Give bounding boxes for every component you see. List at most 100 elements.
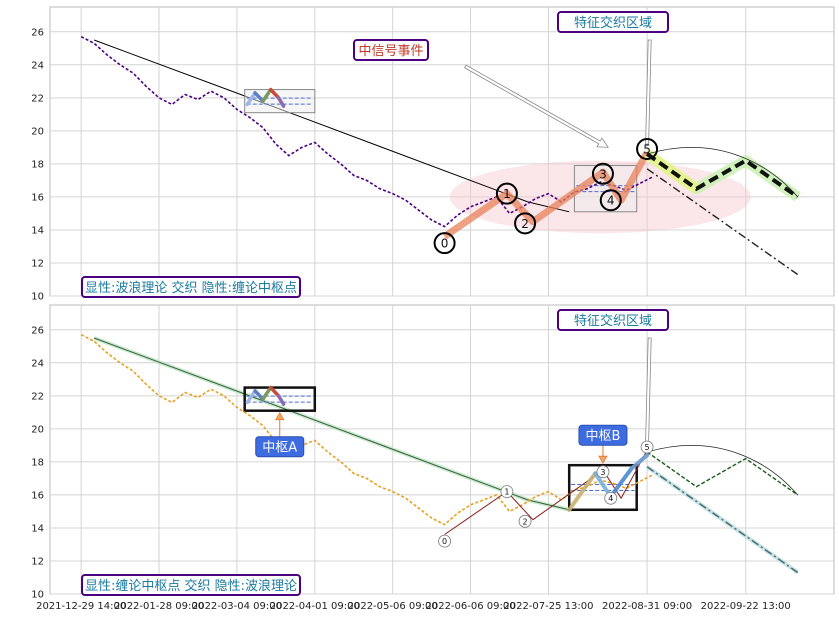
- y-tick-label: 12: [31, 556, 44, 567]
- pivot-swing-segment: [253, 389, 265, 401]
- y-tick-label: 26: [31, 27, 44, 38]
- y-tick-label: 10: [31, 292, 44, 303]
- plot-area: [49, 304, 835, 595]
- pivot-swing-segment: [276, 394, 286, 406]
- feature-region-label-frame: [557, 11, 669, 33]
- y-tick-label: 20: [31, 424, 44, 435]
- y-tick-label: 16: [31, 192, 44, 203]
- pivot-callout-label: 中枢B: [585, 429, 620, 444]
- projection-arc: [646, 445, 798, 496]
- panel-description-label: 显性:缠论中枢点 交织 隐性:波浪理论: [85, 578, 297, 594]
- up-arrow: [645, 39, 652, 145]
- y-tick-label: 18: [31, 457, 44, 468]
- wave-label-text: 3: [600, 468, 605, 477]
- wave-label-circle: [596, 465, 610, 479]
- y-tick-label: 24: [31, 358, 44, 369]
- x-tick-label: 2022-01-28 09:00: [114, 601, 204, 612]
- x-tick-label: 2022-09-22 13:00: [701, 601, 791, 612]
- wave-label-text: 1: [504, 488, 509, 497]
- wave-label-text: 2: [521, 217, 529, 231]
- pivot-swing-segment: [245, 389, 257, 405]
- callout-arrow-head: [598, 455, 608, 464]
- pivot-swing-segment: [261, 87, 273, 103]
- y-tick-label: 10: [31, 590, 44, 601]
- wave-label-text: 3: [599, 167, 607, 181]
- pivot-callout-box: [255, 436, 305, 458]
- x-tick-label: 2021-12-29 14:00: [36, 601, 126, 612]
- y-tick-label: 16: [31, 490, 44, 501]
- wave-label-text: 0: [442, 537, 447, 546]
- pivot-swing-segment: [567, 471, 598, 512]
- x-tick-label: 2022-04-01 09:00: [270, 601, 360, 612]
- panel-description-label-frame: [81, 574, 301, 596]
- wave-label-circle: [438, 534, 451, 548]
- pivot-callout-box: [578, 424, 628, 446]
- wave-label-circle: [514, 212, 537, 235]
- price-line: [80, 333, 653, 526]
- wave-label-circle: [604, 491, 618, 505]
- projection-arc: [646, 147, 798, 198]
- pivot-box: [243, 386, 317, 412]
- pivot-swing-segment: [261, 385, 273, 401]
- x-tick-label: 2022-05-06 09:00: [348, 601, 438, 612]
- price-line: [80, 35, 653, 228]
- pivot-swing-segment: [268, 385, 281, 398]
- wave-label-circle: [518, 514, 532, 528]
- pivot-swing-segment: [276, 96, 286, 108]
- y-tick-label: 14: [31, 225, 44, 236]
- wave-label-circle: [636, 138, 659, 161]
- forecast-line: [646, 451, 799, 496]
- x-tick-label: 2022-03-04 09:00: [192, 601, 282, 612]
- feature-region-label-frame: [557, 309, 669, 331]
- pivot-box: [567, 463, 638, 512]
- wave-label-text: 1: [503, 187, 511, 201]
- signal-arrow: [464, 64, 609, 148]
- wave-label-circle: [495, 182, 518, 205]
- signal-event-label-frame: [353, 39, 429, 61]
- forecast-line: [646, 466, 799, 574]
- y-tick-label: 18: [31, 159, 44, 170]
- wave-label-circle: [500, 485, 514, 499]
- panel-description-label: 显性:波浪理论 交织 隐性:缠论中枢点: [85, 280, 297, 296]
- feature-region-label: 特征交织区域: [574, 313, 652, 329]
- x-tick-label: 2022-06-06 09:00: [425, 601, 515, 612]
- y-tick-label: 12: [31, 258, 44, 269]
- wave-label-circle: [433, 232, 456, 255]
- y-tick-label: 22: [31, 391, 44, 402]
- trend-line: [93, 337, 570, 511]
- y-tick-label: 22: [31, 93, 44, 104]
- y-tick-label: 14: [31, 523, 44, 534]
- wave-label-text: 5: [645, 443, 650, 452]
- pivot-swing-segment: [268, 87, 281, 100]
- feature-region-label: 特征交织区域: [574, 15, 652, 31]
- forecast-line: [645, 152, 799, 199]
- forecast-line: [646, 168, 799, 276]
- pivot-callout-label: 中枢A: [262, 441, 297, 456]
- pivot-swing-segment: [245, 91, 257, 107]
- y-tick-label: 20: [31, 126, 44, 137]
- wave-label-circle: [640, 440, 654, 454]
- panel-description-label-frame: [81, 276, 301, 298]
- pivot-swing-segment: [608, 466, 634, 499]
- wave-label-text: 0: [441, 237, 449, 251]
- wave-line: [442, 150, 651, 240]
- y-tick-label: 26: [31, 325, 44, 336]
- y-tick-label: 24: [31, 60, 44, 71]
- wave-label-text: 4: [608, 494, 613, 503]
- x-tick-label: 2022-08-31 09:00: [602, 601, 692, 612]
- wave-label-circle: [591, 162, 614, 185]
- wave-line: [444, 450, 648, 535]
- x-tick-label: 2022-07-25 13:00: [503, 601, 593, 612]
- wave-label-text: 5: [643, 143, 651, 157]
- wave-label-text: 2: [523, 517, 528, 526]
- wave-label-text: 4: [607, 194, 615, 208]
- callout-arrow-head: [275, 411, 285, 421]
- pivot-swing-segment: [253, 91, 265, 103]
- plot-area: [49, 6, 835, 297]
- pivot-swing-segment: [629, 453, 650, 471]
- wave-label-circle: [599, 189, 622, 212]
